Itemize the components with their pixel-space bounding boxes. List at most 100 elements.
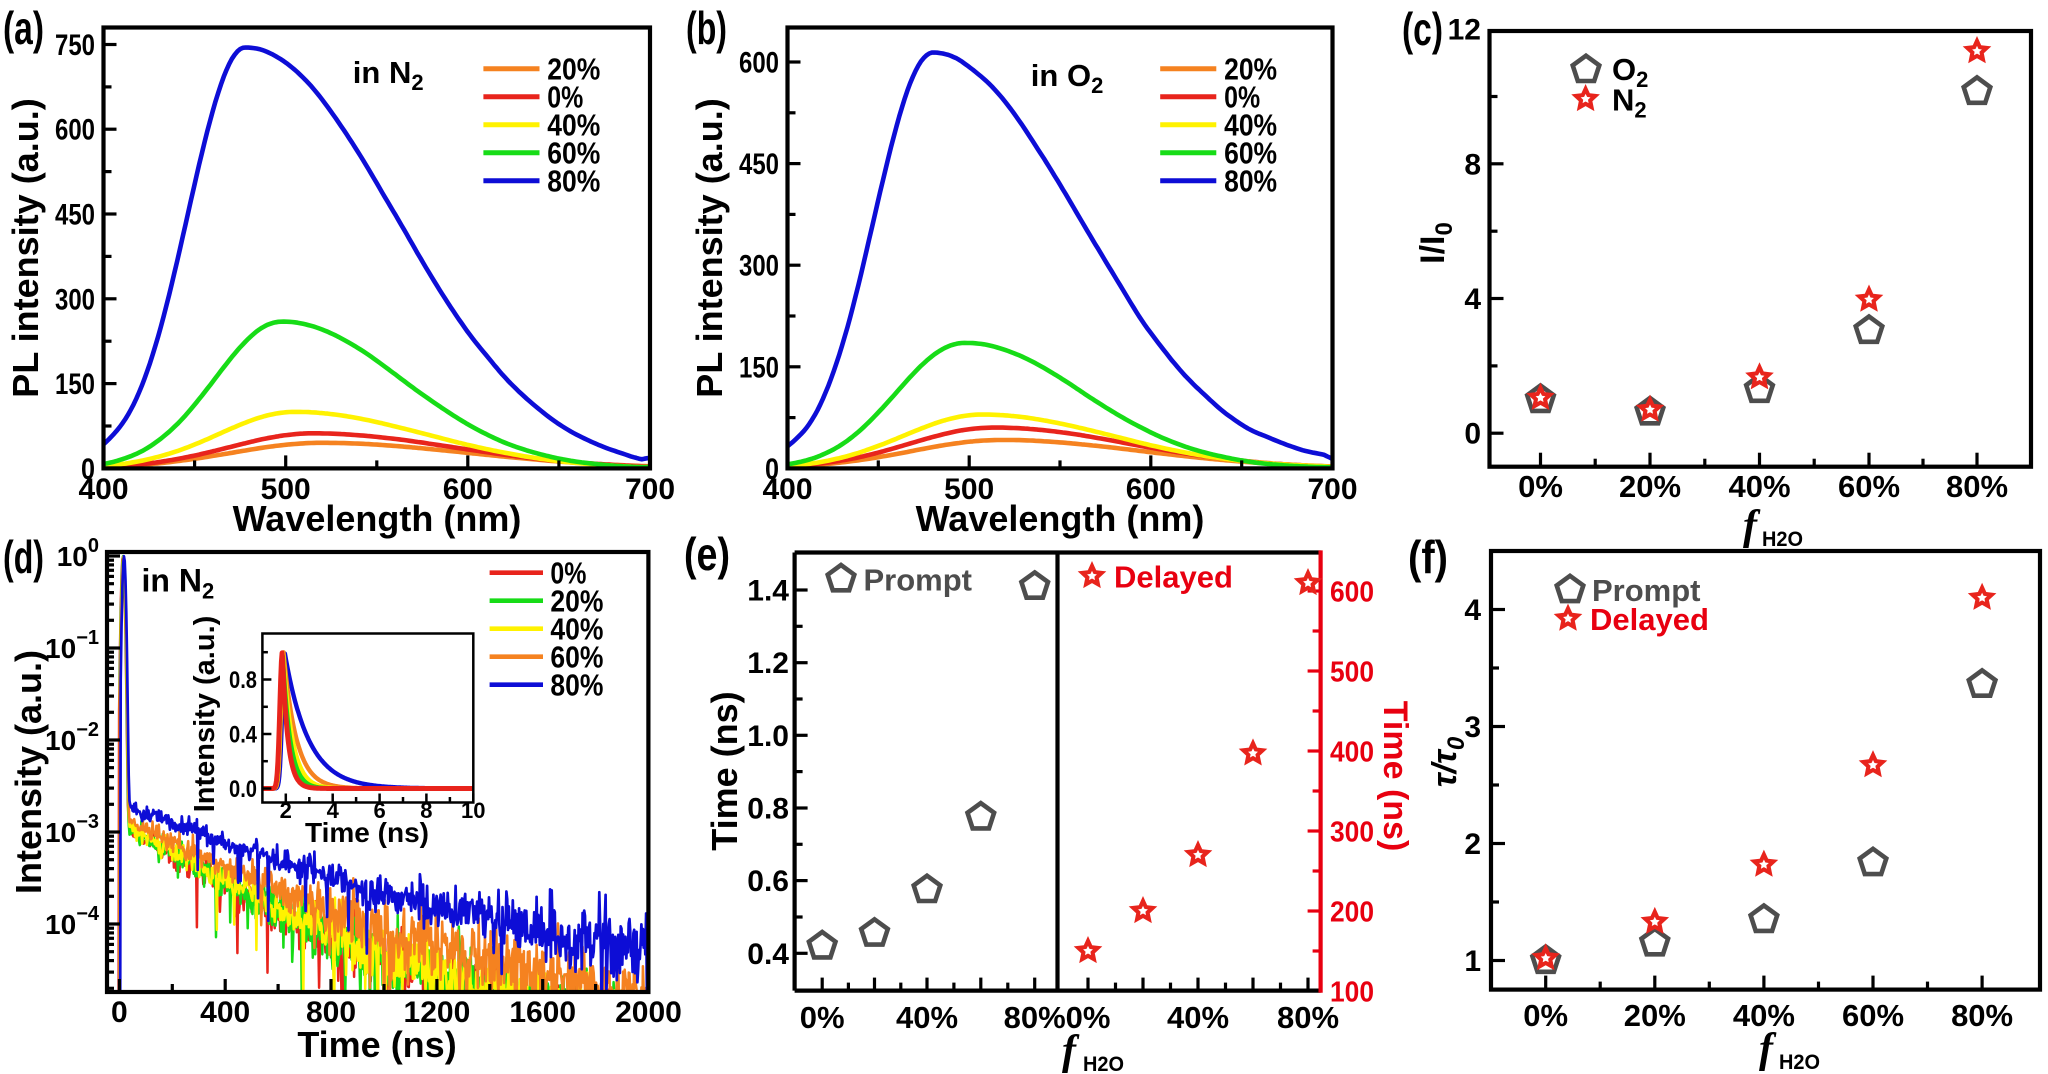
svg-text:60%: 60% xyxy=(1838,469,1900,504)
svg-text:500: 500 xyxy=(944,473,994,506)
svg-text:PL intensity (a.u.): PL intensity (a.u.) xyxy=(5,98,46,397)
svg-text:500: 500 xyxy=(1330,657,1374,689)
svg-text:100: 100 xyxy=(1330,977,1374,1009)
svg-text:600: 600 xyxy=(1126,473,1176,506)
svg-text:450: 450 xyxy=(739,148,779,181)
svg-text:τ/τ0: τ/τ0 xyxy=(1426,736,1470,787)
svg-text:Delayed: Delayed xyxy=(1114,560,1233,595)
svg-text:150: 150 xyxy=(55,368,95,401)
svg-text:200: 200 xyxy=(1330,897,1374,929)
svg-text:80%: 80% xyxy=(1224,164,1277,199)
svg-text:600: 600 xyxy=(55,114,95,147)
svg-text:4: 4 xyxy=(327,798,340,823)
svg-text:40%: 40% xyxy=(896,1000,958,1035)
svg-text:O2: O2 xyxy=(1612,52,1648,92)
svg-text:80%: 80% xyxy=(547,164,600,199)
svg-text:1.0: 1.0 xyxy=(747,720,789,753)
svg-text:8: 8 xyxy=(1464,148,1481,181)
svg-text:400: 400 xyxy=(200,996,250,1029)
svg-text:4: 4 xyxy=(1464,594,1481,627)
svg-text:400: 400 xyxy=(78,473,128,506)
svg-text:in N2: in N2 xyxy=(353,55,424,95)
svg-text:40%: 40% xyxy=(547,108,600,143)
svg-text:6: 6 xyxy=(373,798,385,823)
svg-text:20%: 20% xyxy=(1224,52,1277,87)
svg-text:PL intensity (a.u.): PL intensity (a.u.) xyxy=(689,98,730,397)
svg-text:0%: 0% xyxy=(550,556,586,591)
svg-text:40%: 40% xyxy=(1224,108,1277,143)
svg-text:20%: 20% xyxy=(1619,469,1681,504)
svg-text:1.4: 1.4 xyxy=(747,575,789,608)
svg-text:0%: 0% xyxy=(1224,80,1260,115)
svg-text:1200: 1200 xyxy=(404,996,471,1029)
svg-text:Time (ns): Time (ns) xyxy=(305,817,429,848)
svg-text:f: f xyxy=(1743,503,1761,549)
svg-text:60%: 60% xyxy=(550,640,603,675)
svg-text:f: f xyxy=(1759,1026,1777,1072)
svg-text:3: 3 xyxy=(1464,711,1481,744)
svg-text:700: 700 xyxy=(1307,473,1357,506)
svg-text:2: 2 xyxy=(280,798,292,823)
svg-text:300: 300 xyxy=(739,250,779,283)
svg-text:0%: 0% xyxy=(1518,469,1563,504)
svg-text:H2O: H2O xyxy=(1762,528,1803,551)
svg-text:0: 0 xyxy=(1464,418,1481,451)
svg-text:0%: 0% xyxy=(547,80,583,115)
svg-text:40%: 40% xyxy=(1167,1000,1229,1035)
svg-text:80%: 80% xyxy=(1277,1000,1339,1035)
svg-text:40%: 40% xyxy=(1733,998,1795,1033)
svg-text:60%: 60% xyxy=(547,136,600,171)
svg-text:N2: N2 xyxy=(1612,83,1647,123)
svg-text:80%: 80% xyxy=(550,668,603,703)
svg-text:400: 400 xyxy=(1330,737,1374,769)
svg-text:2: 2 xyxy=(1464,828,1481,861)
svg-text:f: f xyxy=(1062,1028,1080,1074)
svg-text:60%: 60% xyxy=(1224,136,1277,171)
svg-text:(d): (d) xyxy=(3,531,44,583)
svg-text:Prompt: Prompt xyxy=(1592,573,1701,608)
svg-text:8: 8 xyxy=(420,798,432,823)
svg-text:(f): (f) xyxy=(1408,531,1448,583)
svg-text:20%: 20% xyxy=(547,52,600,87)
svg-text:80%: 80% xyxy=(1951,998,2013,1033)
svg-text:450: 450 xyxy=(55,199,95,232)
svg-text:300: 300 xyxy=(55,283,95,316)
svg-text:Wavelength (nm): Wavelength (nm) xyxy=(916,498,1205,539)
svg-text:1: 1 xyxy=(1464,945,1481,978)
svg-text:2000: 2000 xyxy=(615,996,682,1029)
svg-text:(a): (a) xyxy=(3,2,44,54)
svg-text:0.4: 0.4 xyxy=(229,722,258,749)
svg-text:10−1: 10−1 xyxy=(45,627,99,664)
svg-text:Time (ns): Time (ns) xyxy=(297,1024,456,1065)
svg-text:1600: 1600 xyxy=(509,996,576,1029)
svg-text:Delayed: Delayed xyxy=(1590,602,1709,637)
svg-text:(b): (b) xyxy=(686,2,727,54)
svg-text:H2O: H2O xyxy=(1779,1051,1820,1074)
svg-text:4: 4 xyxy=(1464,283,1481,316)
svg-text:(c): (c) xyxy=(1402,3,1443,55)
svg-text:750: 750 xyxy=(55,29,95,62)
svg-text:500: 500 xyxy=(261,473,311,506)
svg-text:40%: 40% xyxy=(550,612,603,647)
svg-text:H2O: H2O xyxy=(1083,1053,1124,1074)
svg-text:300: 300 xyxy=(1330,817,1374,849)
svg-text:(e): (e) xyxy=(684,528,730,580)
svg-text:80%: 80% xyxy=(1004,1000,1066,1035)
svg-text:0: 0 xyxy=(765,453,779,486)
svg-text:0.0: 0.0 xyxy=(229,776,257,803)
svg-text:0: 0 xyxy=(111,996,128,1029)
svg-text:80%: 80% xyxy=(1946,469,2008,504)
svg-text:0%: 0% xyxy=(800,1000,845,1035)
svg-text:0.4: 0.4 xyxy=(747,938,789,971)
svg-text:600: 600 xyxy=(443,473,493,506)
svg-text:600: 600 xyxy=(739,47,779,80)
svg-text:Time (ns): Time (ns) xyxy=(704,691,745,850)
svg-text:700: 700 xyxy=(625,473,675,506)
svg-text:400: 400 xyxy=(762,473,812,506)
svg-text:20%: 20% xyxy=(1624,998,1686,1033)
svg-text:Intensity (a.u.): Intensity (a.u.) xyxy=(189,616,221,813)
svg-text:0%: 0% xyxy=(1523,998,1568,1033)
svg-text:10: 10 xyxy=(461,798,485,823)
svg-text:40%: 40% xyxy=(1728,469,1790,504)
svg-text:Wavelength (nm): Wavelength (nm) xyxy=(233,498,522,539)
